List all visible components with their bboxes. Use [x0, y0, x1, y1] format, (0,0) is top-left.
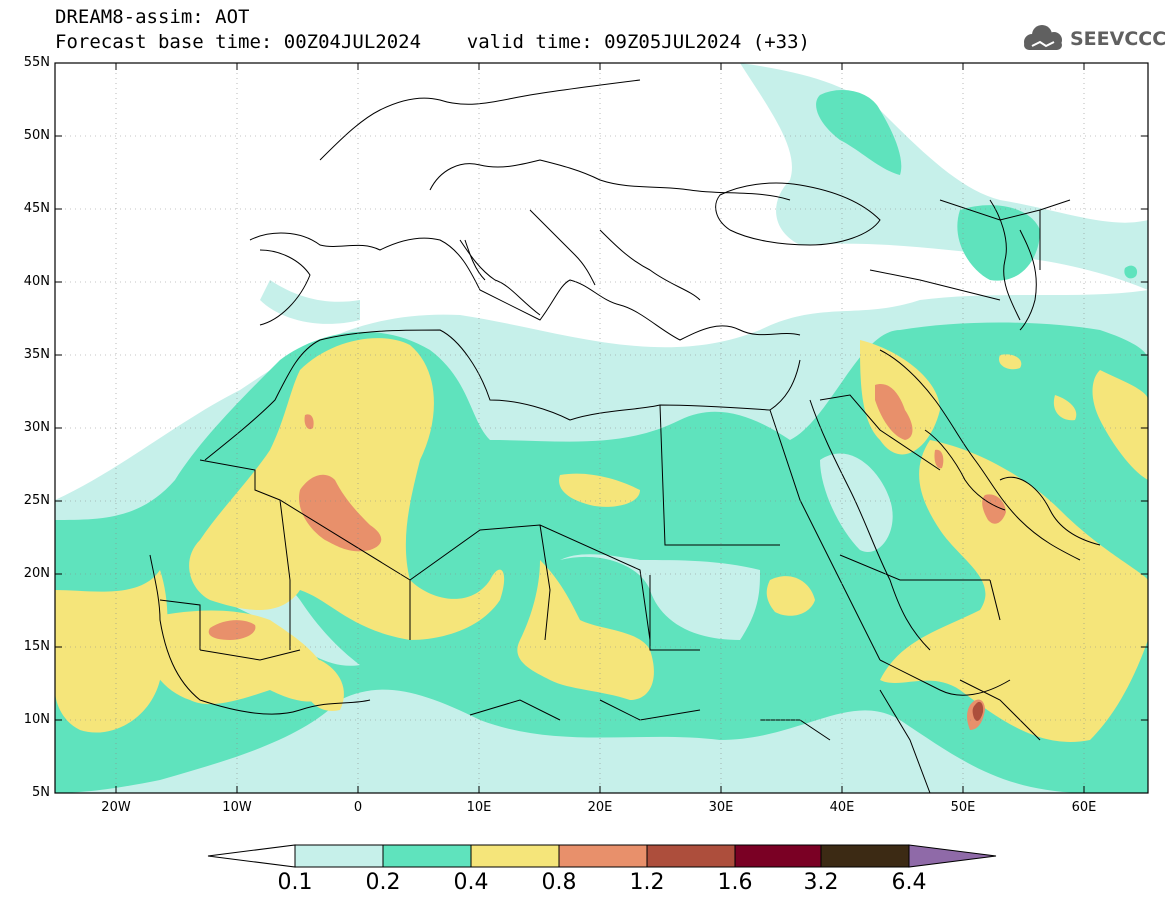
lat-label-15n: 15N	[23, 639, 50, 654]
lon-label-20e: 20E	[587, 800, 613, 815]
lat-label-40n: 40N	[23, 274, 50, 289]
colorbar-label-0.4: 0.4	[453, 870, 489, 895]
colorbar-bin-4	[558, 844, 648, 868]
lon-label-40e: 40E	[829, 800, 855, 815]
cloud-icon	[1024, 25, 1062, 50]
colorbar-label-1.2: 1.2	[629, 870, 665, 895]
coastlines	[149, 79, 1101, 793]
graticule	[55, 63, 1148, 793]
colorbar-bin-5	[646, 844, 736, 868]
colorbar	[207, 844, 997, 868]
lat-label-55n: 55N	[23, 55, 50, 70]
colorbar-label-1.6: 1.6	[717, 870, 753, 895]
lat-label-35n: 35N	[23, 347, 50, 362]
colorbar-label-3.2: 3.2	[803, 870, 839, 895]
colorbar-bin-6	[734, 844, 822, 868]
lon-label-0: 0	[353, 800, 363, 815]
colorbar-bin-7	[820, 844, 910, 868]
lat-label-20n: 20N	[23, 566, 50, 581]
lon-label-50e: 50E	[950, 800, 976, 815]
colorbar-below-triangle	[207, 844, 296, 868]
lat-label-30n: 30N	[23, 420, 50, 435]
lat-label-10n: 10N	[23, 712, 50, 727]
aot-level-0.4	[55, 338, 1148, 742]
aot-level-1.2	[972, 701, 984, 721]
colorbar-label-0.2: 0.2	[365, 870, 401, 895]
colorbar-above-triangle	[908, 844, 997, 868]
axis-ticks	[55, 62, 1148, 793]
lon-label-10e: 10E	[466, 800, 492, 815]
lat-label-50n: 50N	[23, 128, 50, 143]
lon-label-10w: 10W	[222, 800, 252, 815]
logo-text: SEEVCCC	[1070, 28, 1165, 50]
colorbar-label-6.4: 6.4	[891, 870, 927, 895]
seevccc-logo	[1024, 25, 1062, 50]
colorbar-label-0.8: 0.8	[541, 870, 577, 895]
lat-label-5n: 5N	[32, 785, 50, 800]
lon-label-60e: 60E	[1071, 800, 1097, 815]
map-subtitle-times: Forecast base time: 00Z04JUL2024 valid t…	[55, 31, 810, 53]
lon-label-20w: 20W	[101, 800, 131, 815]
colorbar-bin-2	[382, 844, 472, 868]
lat-label-25n: 25N	[23, 493, 50, 508]
lat-label-45n: 45N	[23, 201, 50, 216]
lon-label-30e: 30E	[708, 800, 734, 815]
aot-level-0.8	[208, 384, 1006, 730]
colorbar-bin-1	[294, 844, 384, 868]
colorbar-bin-3	[470, 844, 560, 868]
map-title: DREAM8-assim: AOT	[55, 6, 250, 28]
colorbar-label-0.1: 0.1	[277, 870, 313, 895]
